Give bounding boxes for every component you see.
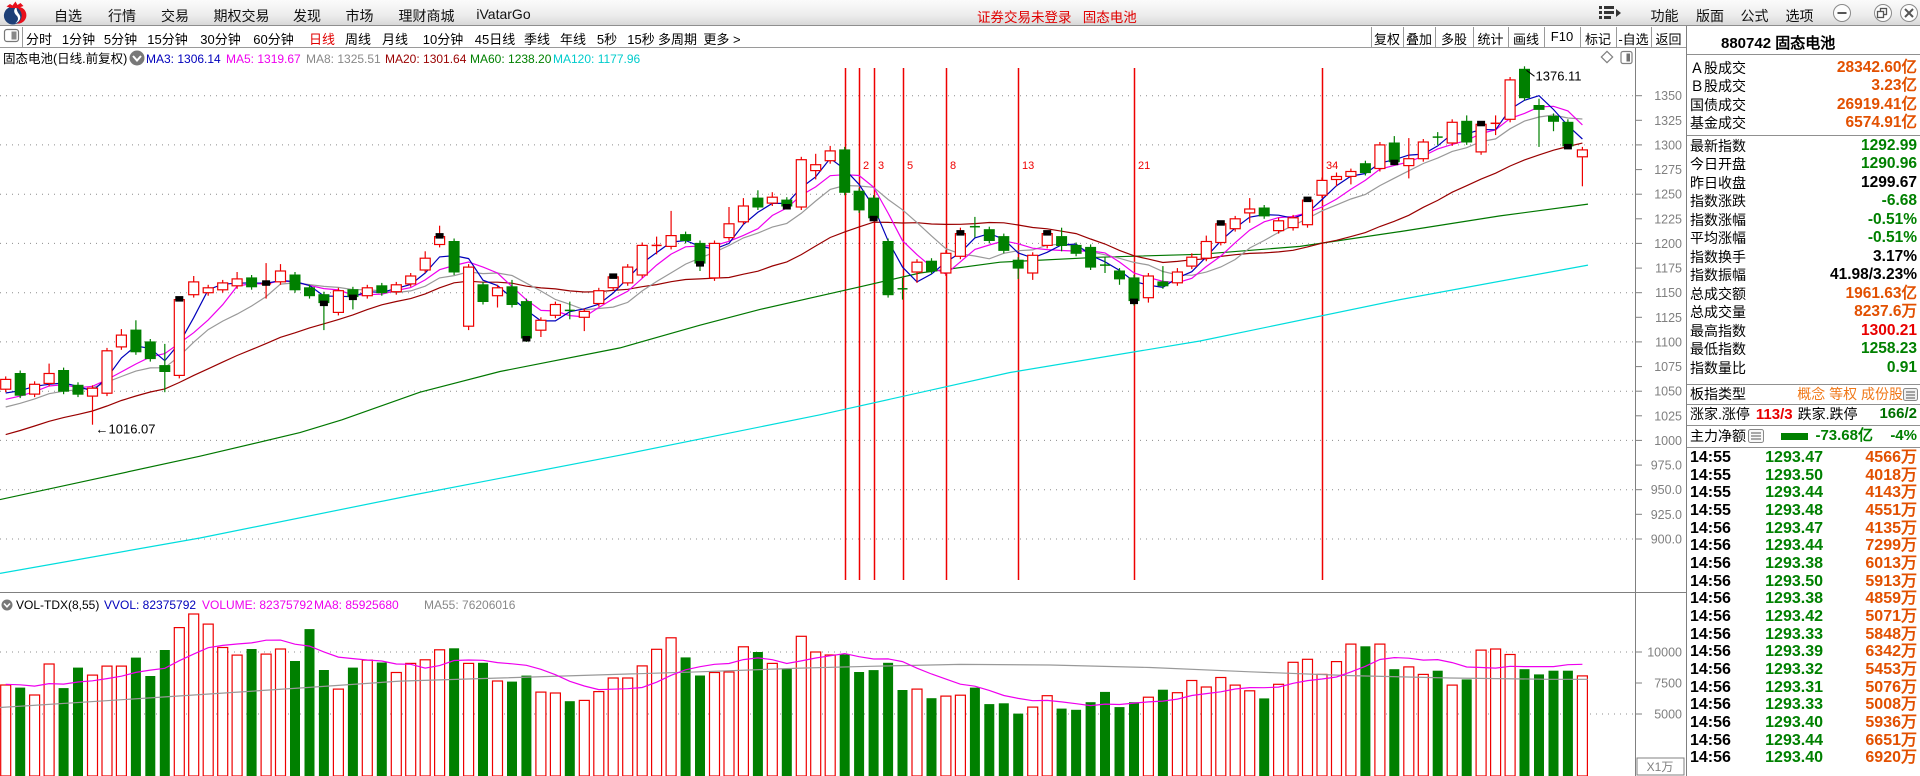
svg-text:1200: 1200 xyxy=(1654,237,1682,251)
svg-text:固态电池(日线.前复权): 固态电池(日线.前复权) xyxy=(3,51,127,66)
svg-text:2: 2 xyxy=(863,160,869,172)
svg-text:MA20: 1301.64: MA20: 1301.64 xyxy=(385,52,467,66)
svg-text:MA3: 1306.14: MA3: 1306.14 xyxy=(146,52,221,66)
svg-text:MA5: 1319.67: MA5: 1319.67 xyxy=(226,52,301,66)
svg-text:VOLUME: 82375792: VOLUME: 82375792 xyxy=(202,598,313,612)
svg-text:1350: 1350 xyxy=(1654,89,1682,103)
svg-text:1000: 1000 xyxy=(1654,434,1682,448)
svg-text:1025: 1025 xyxy=(1654,409,1682,423)
svg-text:1125: 1125 xyxy=(1655,311,1682,325)
svg-text:1150: 1150 xyxy=(1655,286,1682,300)
svg-text:8: 8 xyxy=(950,160,956,172)
svg-text:1175: 1175 xyxy=(1655,262,1682,276)
svg-text:1376.11: 1376.11 xyxy=(1536,68,1582,83)
svg-text:1225: 1225 xyxy=(1654,212,1682,226)
svg-text:1050: 1050 xyxy=(1654,385,1682,399)
svg-text:1100: 1100 xyxy=(1655,335,1682,349)
svg-text:←1016.07: ←1016.07 xyxy=(96,422,156,437)
svg-text:5: 5 xyxy=(907,160,913,172)
svg-text:1275: 1275 xyxy=(1654,163,1682,177)
svg-text:X1万: X1万 xyxy=(1647,760,1674,774)
svg-text:MA8: 85925680: MA8: 85925680 xyxy=(314,598,399,612)
svg-text:21: 21 xyxy=(1138,160,1150,172)
svg-text:1300: 1300 xyxy=(1654,138,1682,152)
svg-text:10000: 10000 xyxy=(1647,646,1682,660)
svg-text:MA8: 1325.51: MA8: 1325.51 xyxy=(306,52,381,66)
svg-text:VVOL: 82375792: VVOL: 82375792 xyxy=(104,598,196,612)
svg-text:13: 13 xyxy=(1022,160,1034,172)
svg-text:5000: 5000 xyxy=(1654,708,1682,722)
svg-text:VOL-TDX(8,55): VOL-TDX(8,55) xyxy=(16,598,99,612)
svg-text:1325: 1325 xyxy=(1654,114,1682,128)
svg-text:925.0: 925.0 xyxy=(1651,508,1682,522)
svg-text:34: 34 xyxy=(1326,160,1338,172)
svg-text:1075: 1075 xyxy=(1654,360,1682,374)
svg-text:975.0: 975.0 xyxy=(1651,459,1682,473)
svg-text:7500: 7500 xyxy=(1654,677,1682,691)
svg-text:900.0: 900.0 xyxy=(1651,533,1682,547)
svg-text:MA60: 1238.20: MA60: 1238.20 xyxy=(470,52,552,66)
svg-text:3: 3 xyxy=(878,160,884,172)
svg-text:1250: 1250 xyxy=(1654,188,1682,202)
svg-text:MA120: 1177.96: MA120: 1177.96 xyxy=(553,52,641,66)
svg-text:MA55: 76206016: MA55: 76206016 xyxy=(424,598,516,612)
svg-text:950.0: 950.0 xyxy=(1651,483,1682,497)
